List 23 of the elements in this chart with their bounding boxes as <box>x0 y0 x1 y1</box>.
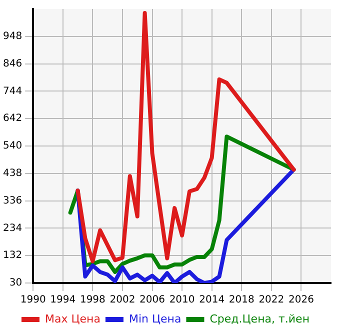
y-tick-label: 948 <box>2 30 22 42</box>
y-tick-label: 234 <box>2 222 22 234</box>
y-tick-label: 540 <box>2 140 22 152</box>
x-tick-label: 2006 <box>140 294 165 306</box>
x-tick-label: 1994 <box>50 294 76 306</box>
x-tick-label: 2010 <box>169 294 195 306</box>
x-tick-label: 1990 <box>20 294 46 306</box>
legend-label: Сред.Цена, т.йен <box>210 312 310 326</box>
x-tick-label: 1998 <box>80 294 106 306</box>
y-tick-label: 438 <box>2 168 22 179</box>
x-tick-label: 2026 <box>288 294 314 306</box>
x-tick-label: 2002 <box>110 294 136 306</box>
y-tick-label: 642 <box>2 113 22 124</box>
y-tick-label: 846 <box>2 58 22 70</box>
x-tick-label: 2022 <box>258 294 284 306</box>
y-tick-label: 132 <box>2 250 22 262</box>
x-tick-label: 2014 <box>199 294 225 306</box>
legend-label: Max Цена <box>44 312 100 326</box>
x-tick-label: 2018 <box>228 294 254 306</box>
y-tick-label: 336 <box>2 195 22 206</box>
y-tick-label: 744 <box>2 86 22 97</box>
legend-label: Min Цена <box>128 312 182 326</box>
y-tick-label: 30 <box>9 278 22 289</box>
